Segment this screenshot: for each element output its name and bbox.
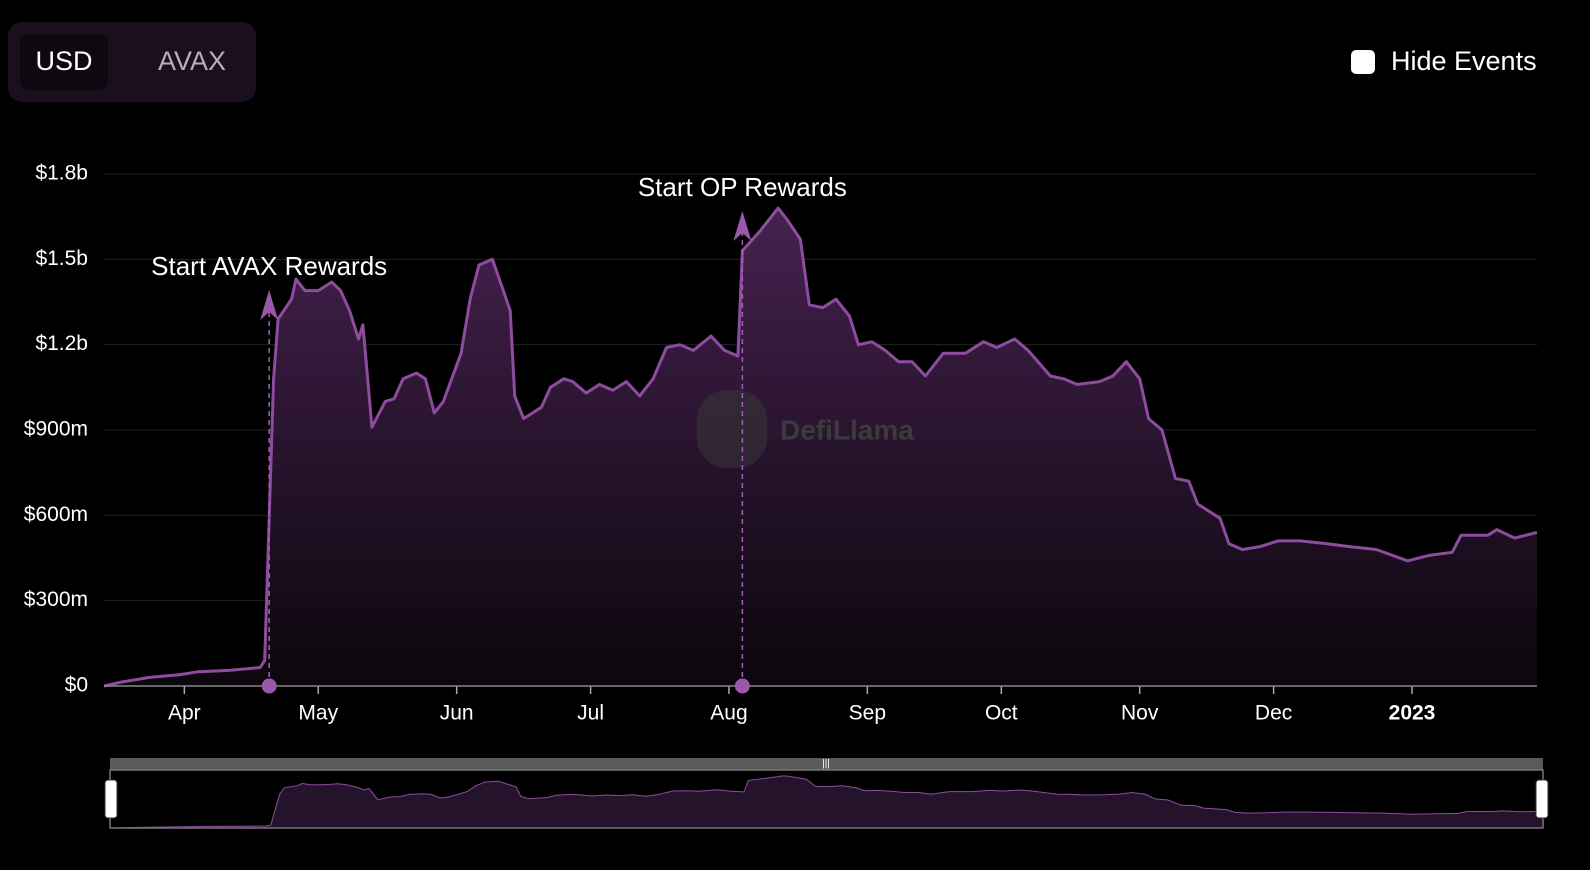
- x-tick-label: Jul: [577, 702, 604, 725]
- x-tick-label: Apr: [168, 702, 201, 725]
- y-tick-label: $300m: [24, 588, 88, 611]
- x-tick-label: Aug: [710, 702, 747, 725]
- y-tick-label: $900m: [24, 418, 88, 441]
- watermark: DefiLlama: [780, 414, 914, 445]
- checkbox[interactable]: [1351, 50, 1375, 74]
- event-label: Start AVAX Rewards: [151, 251, 387, 281]
- y-tick-label: $1.8b: [35, 162, 88, 185]
- x-tick-label: Sep: [849, 702, 886, 725]
- y-tick-label: $0: [65, 674, 88, 697]
- event-dot: [261, 678, 277, 694]
- area: [104, 208, 1537, 686]
- brush-handle[interactable]: [1535, 779, 1549, 819]
- x-tick-label: Jun: [440, 702, 474, 725]
- brush-grip[interactable]: |||: [822, 759, 830, 770]
- event-arrow: [260, 290, 279, 320]
- x-tick-label: Oct: [985, 702, 1018, 725]
- event-dot: [734, 678, 750, 694]
- checkbox-label[interactable]: Hide Events: [1391, 46, 1537, 76]
- x-tick-label: 2023: [1389, 702, 1436, 725]
- x-tick-label: Nov: [1121, 702, 1159, 725]
- toggle-option[interactable]: AVAX: [158, 46, 226, 76]
- y-tick-label: $1.5b: [35, 247, 88, 270]
- navigator-area: [109, 775, 1544, 829]
- event-arrow: [733, 211, 752, 241]
- brush-handle-bar[interactable]: [110, 758, 1543, 770]
- y-tick-label: $600m: [24, 503, 88, 526]
- brush-handle[interactable]: [104, 779, 118, 819]
- event-label: Start OP Rewards: [638, 172, 847, 202]
- toggle-option[interactable]: USD: [35, 46, 92, 76]
- watermark-logo: [697, 390, 767, 468]
- y-tick-label: $1.2b: [35, 332, 88, 355]
- toggle-active[interactable]: [20, 34, 108, 90]
- x-tick-label: Dec: [1255, 702, 1292, 725]
- x-tick-label: May: [298, 702, 338, 725]
- line: [103, 206, 1538, 688]
